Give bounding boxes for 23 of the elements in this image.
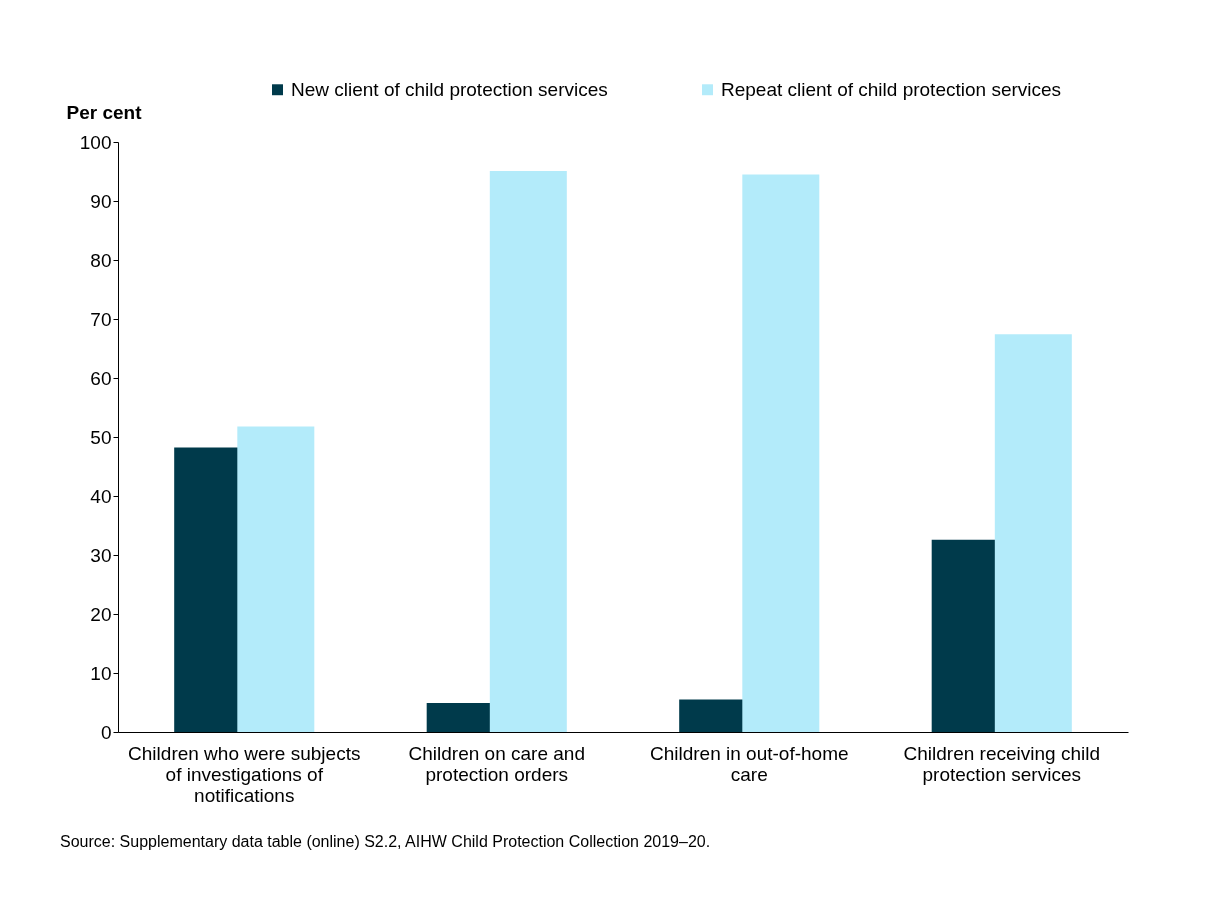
legend-label: New client of child protection services — [291, 78, 608, 100]
bar — [489, 170, 567, 732]
bar — [742, 174, 820, 732]
x-tick-label: Children on care and protection orders — [408, 742, 585, 785]
y-tick-label: 10 — [90, 662, 112, 684]
x-tick-label: Children who were subjects of investigations of notifications — [128, 742, 361, 806]
y-tick-label: 40 — [90, 485, 112, 507]
bar — [994, 334, 1072, 732]
y-tick-label: 100 — [79, 131, 112, 153]
y-tick-label: 80 — [90, 249, 112, 271]
y-tick-label: 70 — [90, 308, 112, 330]
x-tick-label: Children in out-of-home care — [649, 742, 849, 785]
y-tick-label: 50 — [90, 426, 112, 448]
x-tick-label: Children receiving child protection services — [903, 742, 1100, 785]
y-tick-label: 60 — [90, 367, 112, 389]
y-tick-label: 30 — [90, 544, 112, 566]
y-tick-label: 20 — [90, 603, 112, 625]
bar — [237, 426, 315, 732]
legend-label: Repeat client of child protection services — [721, 78, 1062, 100]
source-note: Source: Supplementary data table (online) S2.2, AIHW Child Protection Collection 2019–20. — [60, 833, 711, 850]
y-axis-title: Per cent — [66, 101, 143, 123]
y-tick-label: 90 — [90, 190, 112, 212]
y-tick-label: 0 — [100, 721, 112, 743]
